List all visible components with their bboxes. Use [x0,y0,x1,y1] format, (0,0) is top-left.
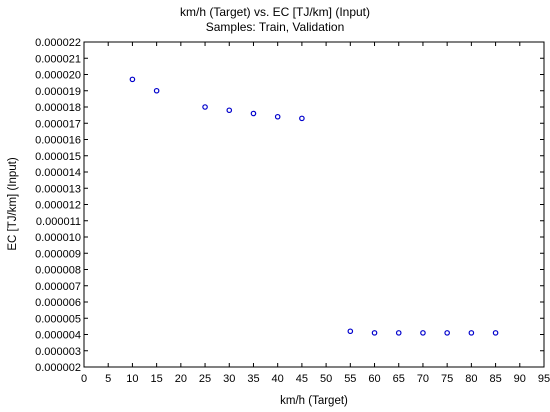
y-axis: 0.000002 0.000003 0.000004 0.000005 0.000006… [35,37,544,374]
data-point [395,330,402,336]
y-tick-label: 0.000015 [35,151,81,163]
y-tick-label: 0.000002 [35,362,81,374]
plot-area [83,41,545,368]
y-tick-label: 0.000014 [35,167,81,179]
x-tick-label: 85 [489,373,501,385]
y-tick-label: 0.000009 [35,248,81,260]
x-tick-label: 15 [151,373,163,385]
data-point [153,87,160,94]
data-point [202,104,208,110]
y-tick-label: 0.000019 [35,86,81,98]
y-tick-label: 0.000013 [35,183,81,195]
data-point [347,328,354,335]
x-tick-label: 35 [247,373,259,385]
x-tick-label: 80 [465,373,477,385]
y-tick-label: 0.000004 [35,330,81,342]
data-point [444,330,450,336]
y-tick-label: 0.000016 [35,135,81,147]
x-tick-label: 5 [105,373,111,385]
x-tick-label: 65 [393,373,405,385]
data-point [226,107,233,114]
y-tick-label: 0.000012 [35,200,81,212]
x-tick-label: 30 [223,373,235,385]
x-tick-label: 45 [296,373,308,385]
x-tick-label: 0 [81,373,87,385]
data-point [492,330,499,336]
x-tick-label: 70 [417,373,429,385]
data-point [299,115,305,122]
y-axis-label: EC [TJ/km] (Input) [7,157,19,250]
y-tick-label: 0.000008 [35,265,81,277]
y-tick-label: 0.000020 [35,70,81,82]
x-tick-label: 95 [538,373,550,385]
data-points [129,76,499,336]
x-tick-label: 10 [126,373,138,385]
x-tick-label: 60 [368,373,380,385]
chart-subtitle: Samples: Train, Validation [206,20,345,34]
y-tick-label: 0.000010 [35,232,81,244]
y-tick-label: 0.000021 [35,53,81,65]
x-axis-label: km/h (Target) [280,395,348,407]
x-tick-label: 75 [441,373,453,385]
y-tick-label: 0.000011 [36,216,81,228]
y-tick-label: 0.000006 [35,297,81,309]
data-point [250,110,257,117]
x-tick-label: 55 [344,373,356,385]
y-tick-label: 0.000022 [35,37,81,49]
x-tick-label: 40 [272,373,284,385]
y-tick-label: 0.000018 [35,102,81,114]
data-point [468,330,475,336]
data-point [420,330,426,336]
y-tick-label: 0.000007 [35,281,81,293]
x-tick-label: 25 [199,373,211,385]
y-tick-label: 0.000003 [35,346,81,358]
x-tick-label: 50 [320,373,332,385]
x-axis: 0 5 10 15 20 25 30 35 40 45 50 55 60 65 70 75 80 85 90 95 [81,42,550,385]
y-tick-label: 0.000005 [35,313,81,325]
data-point [129,76,136,83]
data-point [371,330,378,336]
x-tick-label: 20 [175,373,187,385]
y-tick-label: 0.000017 [35,118,81,130]
x-tick-label: 90 [514,373,526,385]
data-point [274,113,281,120]
chart-title: km/h (Target) vs. EC [TJ/km] (Input) [180,5,370,19]
